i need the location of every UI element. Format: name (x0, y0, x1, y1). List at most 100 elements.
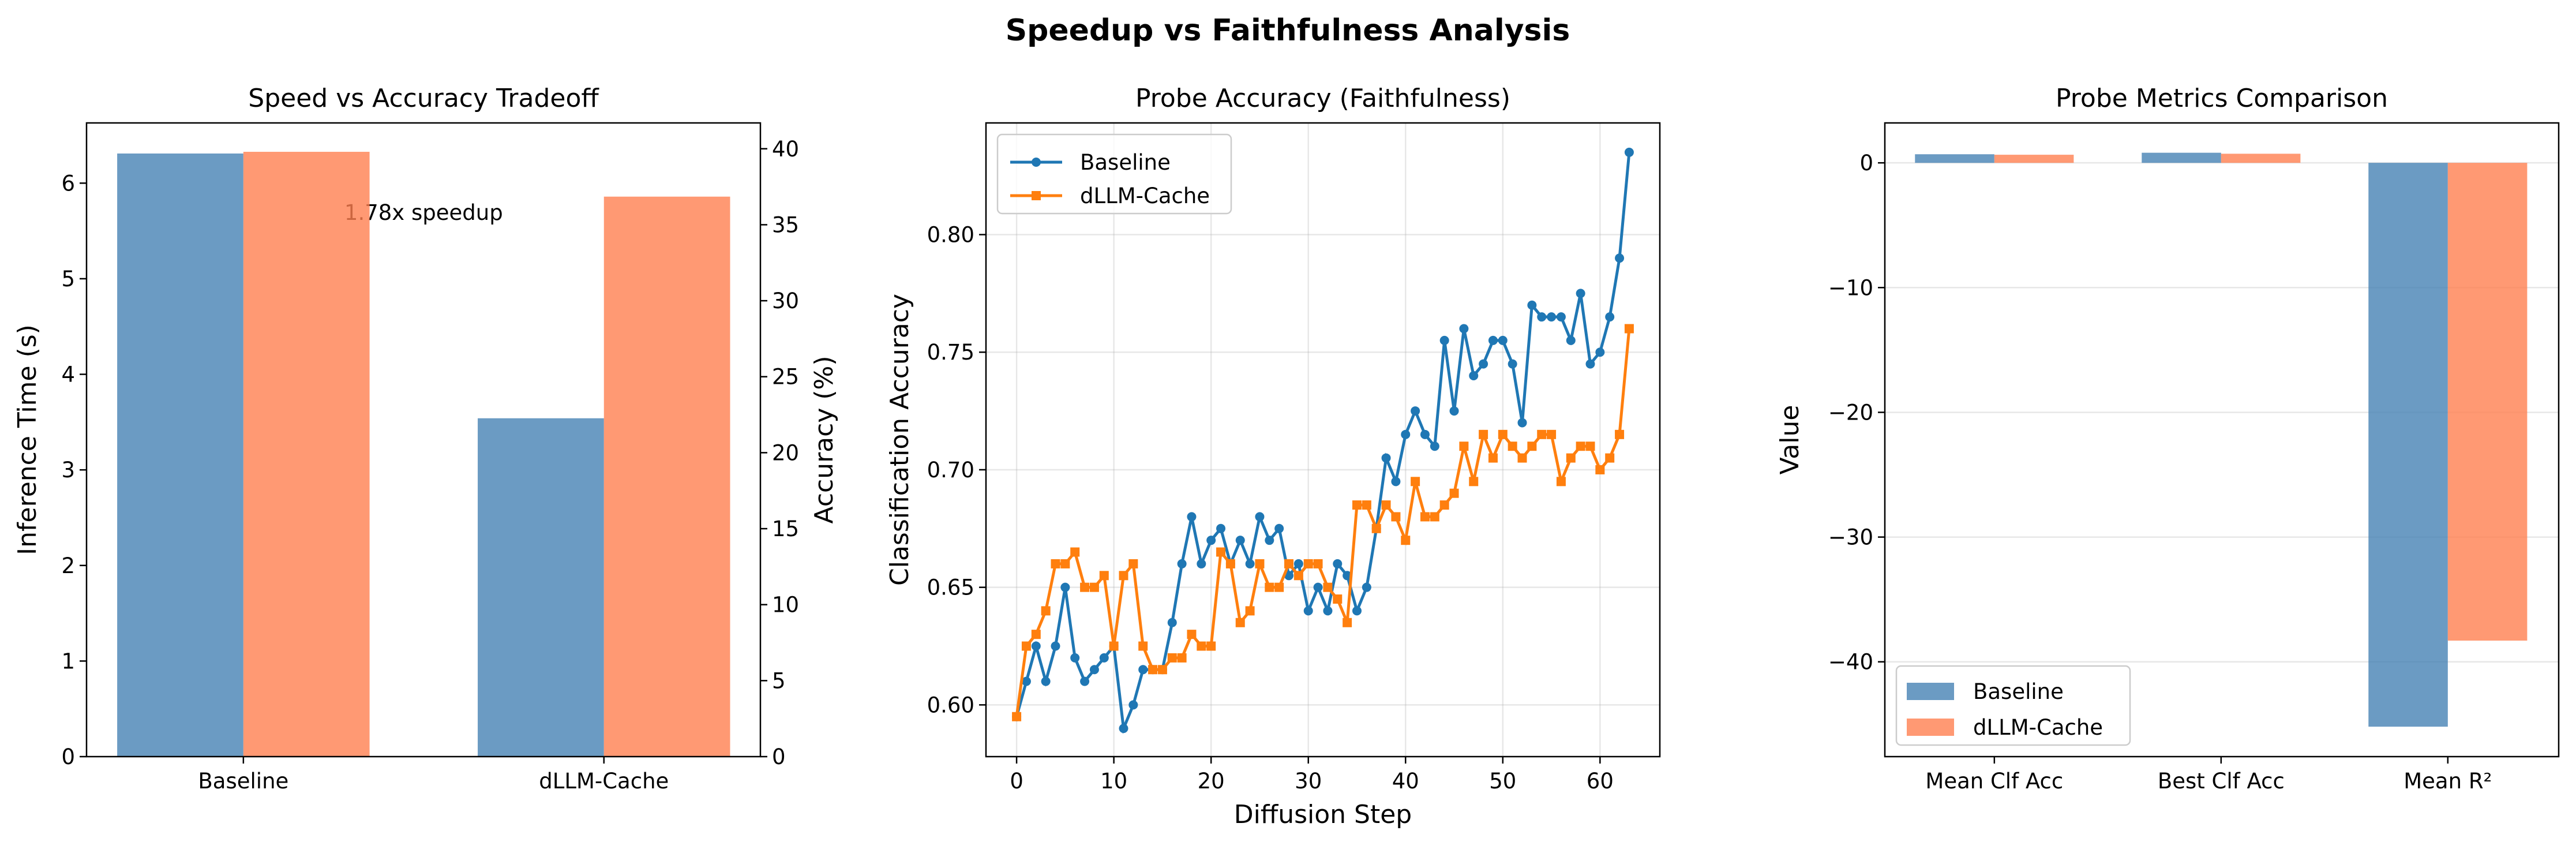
data-point (1128, 700, 1138, 710)
figure-suptitle: Speedup vs Faithfulness Analysis (1006, 13, 1570, 48)
data-point (1585, 359, 1595, 369)
data-point (1547, 429, 1557, 439)
data-point (1245, 606, 1255, 616)
data-point (1556, 312, 1566, 322)
metric-bar-dllm-cache (1994, 155, 2074, 163)
y-right-tick-label: 20 (772, 440, 799, 465)
data-point (1479, 429, 1488, 439)
data-point (1401, 429, 1411, 439)
y-axis-label: Classification Accuracy (885, 294, 914, 586)
data-point (1225, 559, 1235, 568)
data-point (1293, 559, 1303, 568)
data-point (1576, 442, 1585, 451)
x-tick-label: 30 (1295, 769, 1322, 794)
data-point (1439, 335, 1449, 345)
y-right-tick-label: 35 (772, 212, 799, 237)
data-point (1235, 618, 1245, 627)
data-point (1527, 300, 1537, 310)
y-right-tick-label: 10 (772, 593, 799, 618)
series-line-baseline (1015, 152, 1631, 734)
data-point (1362, 500, 1371, 510)
data-point (1284, 559, 1294, 568)
accuracy-bar (243, 152, 370, 757)
data-point (1274, 523, 1284, 533)
data-point (1080, 676, 1090, 686)
x-tick-label: 10 (1100, 769, 1127, 794)
chart-title: Probe Accuracy (Faithfulness) (1135, 84, 1510, 113)
metric-bar-baseline (2368, 163, 2448, 727)
data-point (1449, 406, 1459, 416)
data-point (1459, 442, 1469, 451)
legend-label: dLLM-Cache (1080, 184, 1210, 208)
y-right-tick-label: 30 (772, 289, 799, 313)
y-tick-label: −40 (1828, 650, 1873, 675)
data-point (1167, 618, 1177, 627)
data-point (1420, 512, 1430, 522)
data-point (1595, 347, 1605, 357)
y-tick-label: −20 (1828, 400, 1873, 425)
legend-marker (1032, 191, 1041, 200)
data-point (1420, 429, 1430, 439)
data-point (1284, 571, 1294, 581)
legend-label: dLLM-Cache (1973, 715, 2103, 740)
data-point (1411, 406, 1420, 416)
data-point (1099, 653, 1109, 663)
chart-title: Probe Metrics Comparison (2056, 84, 2388, 113)
data-point (1303, 606, 1313, 616)
data-point (1265, 536, 1274, 545)
legend: Baseline dLLM-Cache (996, 133, 1232, 215)
inference-time-bar (117, 153, 243, 757)
data-point (1371, 523, 1381, 533)
data-point (1206, 536, 1216, 545)
y-tick-label: 3 (61, 458, 75, 482)
data-point (1537, 312, 1547, 322)
data-point (1051, 641, 1060, 651)
data-point (1430, 442, 1439, 451)
y-right-tick-label: 0 (772, 744, 786, 769)
data-point (1624, 147, 1634, 157)
data-point (1517, 418, 1527, 428)
x-tick-label: dLLM-Cache (539, 769, 669, 794)
data-point (1303, 559, 1313, 568)
axes-frame (85, 122, 762, 758)
data-point (1391, 512, 1401, 522)
data-point (1216, 547, 1226, 557)
y-right-tick-label: 15 (772, 517, 799, 541)
metric-bar-baseline (1915, 154, 1994, 163)
data-point (1274, 582, 1284, 592)
data-point (1323, 582, 1333, 592)
legend-swatch (1907, 719, 1954, 736)
y-tick-label: 0 (1859, 151, 1873, 175)
data-point (1119, 571, 1128, 581)
y-tick-label: −30 (1828, 525, 1873, 550)
y-right-axis-label: Accuracy (%) (809, 356, 839, 523)
y-tick-label: 0.80 (927, 223, 974, 248)
data-point (1293, 571, 1303, 581)
data-point (1187, 512, 1197, 522)
y-right-tick-label: 25 (772, 365, 799, 390)
data-point (1556, 477, 1566, 487)
data-point (1498, 335, 1508, 345)
data-point (1449, 488, 1459, 498)
data-point (1313, 582, 1323, 592)
data-point (1624, 324, 1634, 334)
x-tick-label: Mean Clf Acc (1925, 769, 2063, 794)
accuracy-bar (603, 196, 730, 757)
y-tick-label: 4 (61, 362, 75, 387)
speedup-annotation: 1.78x speedup (344, 200, 503, 225)
data-point (1041, 676, 1051, 686)
data-point (1547, 312, 1557, 322)
y-tick-label: 0.70 (927, 458, 974, 482)
y-tick-label: 6 (61, 171, 75, 196)
data-point (1313, 559, 1323, 568)
data-point (1080, 582, 1090, 592)
data-point (1381, 500, 1391, 510)
data-point (1566, 453, 1576, 463)
data-point (1605, 453, 1615, 463)
data-point (1197, 559, 1206, 568)
data-point (1021, 676, 1031, 686)
x-tick-label: Mean R² (2403, 769, 2492, 794)
data-point (1235, 536, 1245, 545)
y-tick-label: 1 (61, 649, 75, 674)
